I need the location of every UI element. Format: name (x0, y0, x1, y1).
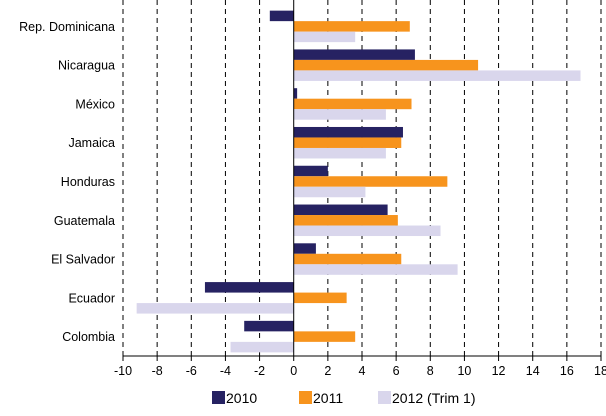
legend-label: 2010 (226, 390, 257, 406)
axes (122, 0, 602, 361)
x-tick-label: 6 (393, 364, 400, 378)
x-tick-label: -8 (152, 364, 163, 378)
bar-2011-2 (293, 98, 412, 110)
bar-2012-trim-1--5 (293, 225, 441, 237)
x-tick-label: -2 (254, 364, 265, 378)
x-tick-label: 10 (457, 364, 471, 378)
category-label: Guatemala (54, 214, 115, 228)
bar-2010-7 (204, 282, 294, 293)
legend-swatch (299, 391, 312, 404)
category-label: Colombia (62, 330, 115, 344)
bar-2010-2 (293, 88, 298, 99)
x-tick-label: 2 (324, 364, 331, 378)
bar-2010-3 (293, 126, 403, 138)
bar-2012-trim-1--4 (293, 186, 366, 198)
legend-label: 2012 (Trim 1) (392, 390, 476, 406)
bar-2010-1 (293, 49, 415, 60)
bar-2011-8 (293, 331, 356, 342)
x-tick-label: 16 (560, 364, 574, 378)
bar-2011-5 (293, 215, 398, 226)
category-label: Rep. Dominicana (19, 20, 115, 34)
category-label: El Salvador (51, 253, 115, 267)
bar-2011-0 (293, 21, 410, 32)
bar-2011-7 (293, 292, 347, 304)
x-tick-label: 8 (427, 364, 434, 378)
bar-2012-trim-1--8 (230, 341, 294, 353)
legend-label: 2011 (313, 390, 343, 406)
bar-2010-0 (269, 10, 294, 22)
x-tick-label: -4 (220, 364, 231, 378)
x-tick-label: 14 (526, 364, 540, 378)
bar-2011-3 (293, 137, 402, 148)
bar-2012-trim-1--7 (136, 303, 294, 314)
category-label: Nicaragua (58, 59, 115, 73)
bar-2011-1 (293, 59, 479, 71)
legend-swatch (378, 391, 391, 404)
bar-2012-trim-1--0 (293, 31, 356, 43)
x-tick-label: 12 (492, 364, 506, 378)
bar-2012-trim-1--1 (293, 70, 581, 81)
category-label: Honduras (61, 175, 115, 189)
x-tick-label: -6 (186, 364, 197, 378)
bar-2010-4 (293, 165, 328, 177)
category-labels: Rep. Dominicana Nicaragua México Jamaica Hon… (19, 20, 115, 344)
legend: 2010 2011 2012 (Trim 1) (212, 390, 476, 406)
bar-2011-4 (293, 176, 448, 187)
bar-marks (136, 10, 581, 353)
x-tick-label: 4 (359, 364, 366, 378)
category-label: Jamaica (68, 136, 115, 150)
bar-2010-5 (293, 204, 388, 216)
bar-2012-trim-1--6 (293, 264, 458, 275)
bar-2010-6 (293, 243, 316, 254)
bar-2010-8 (244, 320, 294, 332)
category-label: Ecuador (68, 291, 115, 305)
bar-2012-trim-1--3 (293, 147, 386, 159)
x-tick-label: -10 (114, 364, 132, 378)
legend-swatch (212, 391, 225, 404)
x-tick-label: 18 (594, 364, 606, 378)
category-label: México (75, 97, 115, 111)
bar-2011-6 (293, 253, 402, 265)
x-tick-labels: -10 -8 -6 -4 -2 0 2 4 6 8 10 12 14 16 18 (114, 364, 606, 378)
bar-2012-trim-1--2 (293, 109, 386, 120)
x-tick-label: 0 (290, 364, 297, 378)
